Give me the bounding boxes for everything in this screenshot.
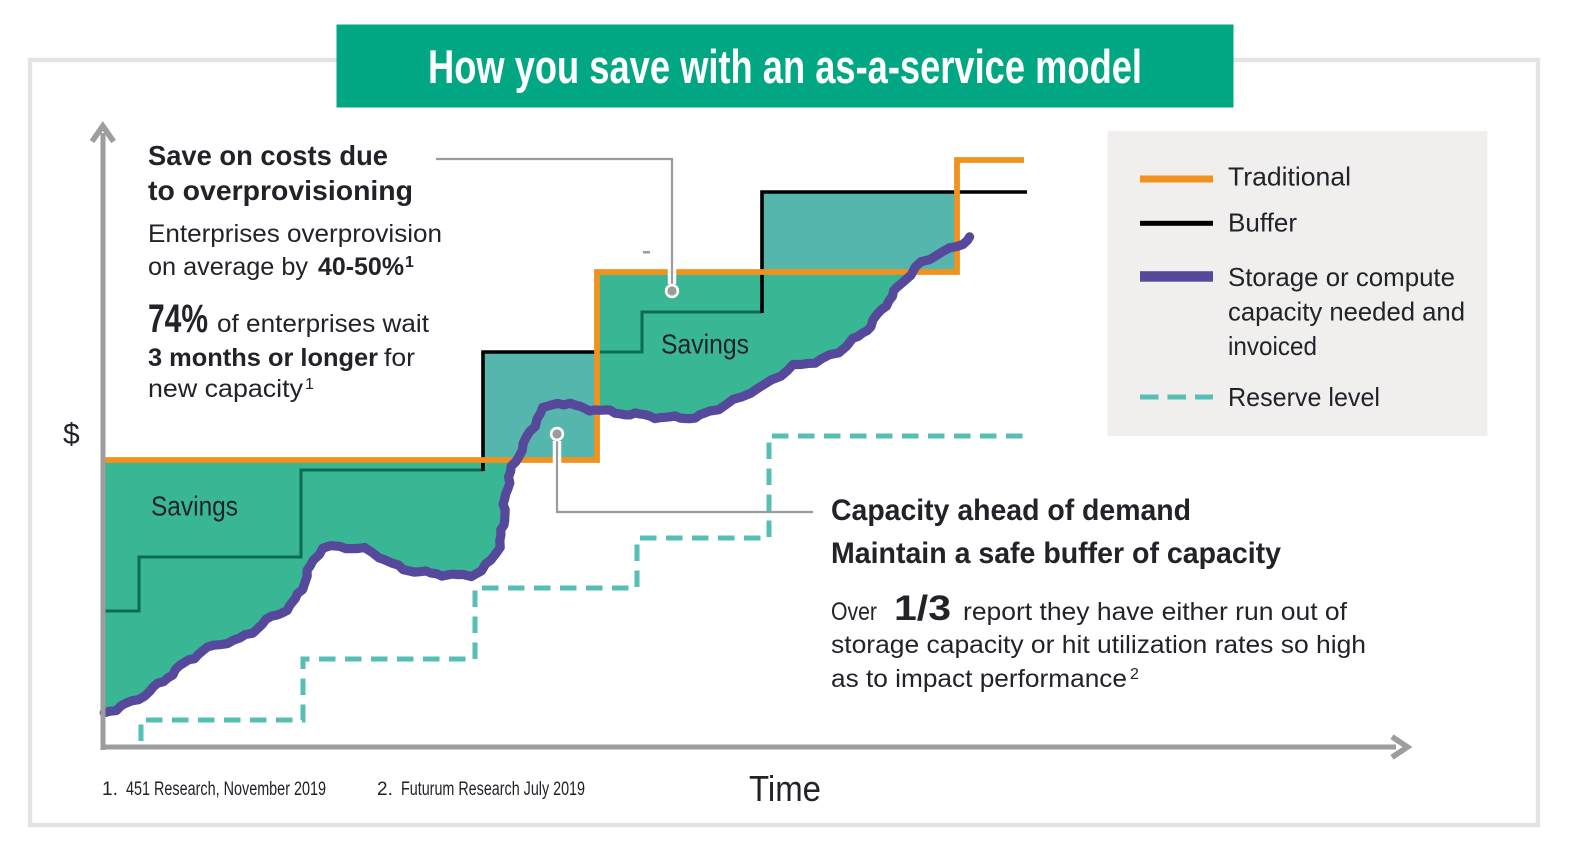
svg-text:Savings: Savings (661, 329, 749, 360)
svg-text:capacity needed and: capacity needed and (1228, 297, 1465, 327)
svg-text:Futurum Research July 2019: Futurum Research July 2019 (401, 779, 585, 800)
svg-text:invoiced: invoiced (1228, 331, 1317, 361)
svg-text:as to impact performance: as to impact performance (831, 665, 1127, 693)
svg-text:1: 1 (405, 254, 414, 271)
svg-text:storage capacity or hit utiliz: storage capacity or hit utilization rate… (831, 631, 1366, 659)
svg-text:Capacity ahead of demand: Capacity ahead of demand (831, 494, 1191, 527)
svg-text:Reserve level: Reserve level (1228, 382, 1380, 412)
svg-text:2: 2 (1130, 666, 1139, 683)
svg-text:report they have either run ou: report they have either run out of (963, 598, 1347, 626)
svg-text:Traditional: Traditional (1228, 162, 1351, 192)
svg-text:2.: 2. (377, 779, 393, 800)
svg-text:Storage or compute: Storage or compute (1228, 262, 1455, 292)
svg-text:Over: Over (831, 598, 877, 626)
svg-text:Save on costs due: Save on costs due (148, 140, 388, 171)
svg-text:Maintain a safe buffer of capa: Maintain a safe buffer of capacity (831, 537, 1281, 570)
svg-text:Savings: Savings (151, 491, 238, 522)
svg-text:1: 1 (305, 376, 314, 393)
svg-text:40-50%: 40-50% (318, 253, 404, 281)
svg-text:1.: 1. (102, 779, 118, 800)
svg-text:1/3: 1/3 (894, 589, 951, 628)
svg-text:$: $ (63, 418, 80, 451)
svg-text:on average by: on average by (148, 253, 308, 281)
svg-text:new capacity: new capacity (148, 375, 304, 403)
svg-text:3 months or longer: 3 months or longer (148, 344, 378, 372)
svg-text:of enterprises wait: of enterprises wait (217, 310, 429, 338)
svg-text:Buffer: Buffer (1228, 208, 1297, 238)
svg-text:for: for (384, 344, 415, 372)
svg-text:451 Research, November 2019: 451 Research, November 2019 (126, 779, 326, 800)
svg-text:Enterprises overprovision: Enterprises overprovision (148, 220, 442, 248)
svg-text:to overprovisioning: to overprovisioning (148, 175, 413, 206)
svg-text:How you save with an as-a-serv: How you save with an as-a-service model (428, 40, 1142, 93)
svg-text:74%: 74% (148, 297, 208, 341)
svg-text:Time: Time (749, 768, 821, 809)
